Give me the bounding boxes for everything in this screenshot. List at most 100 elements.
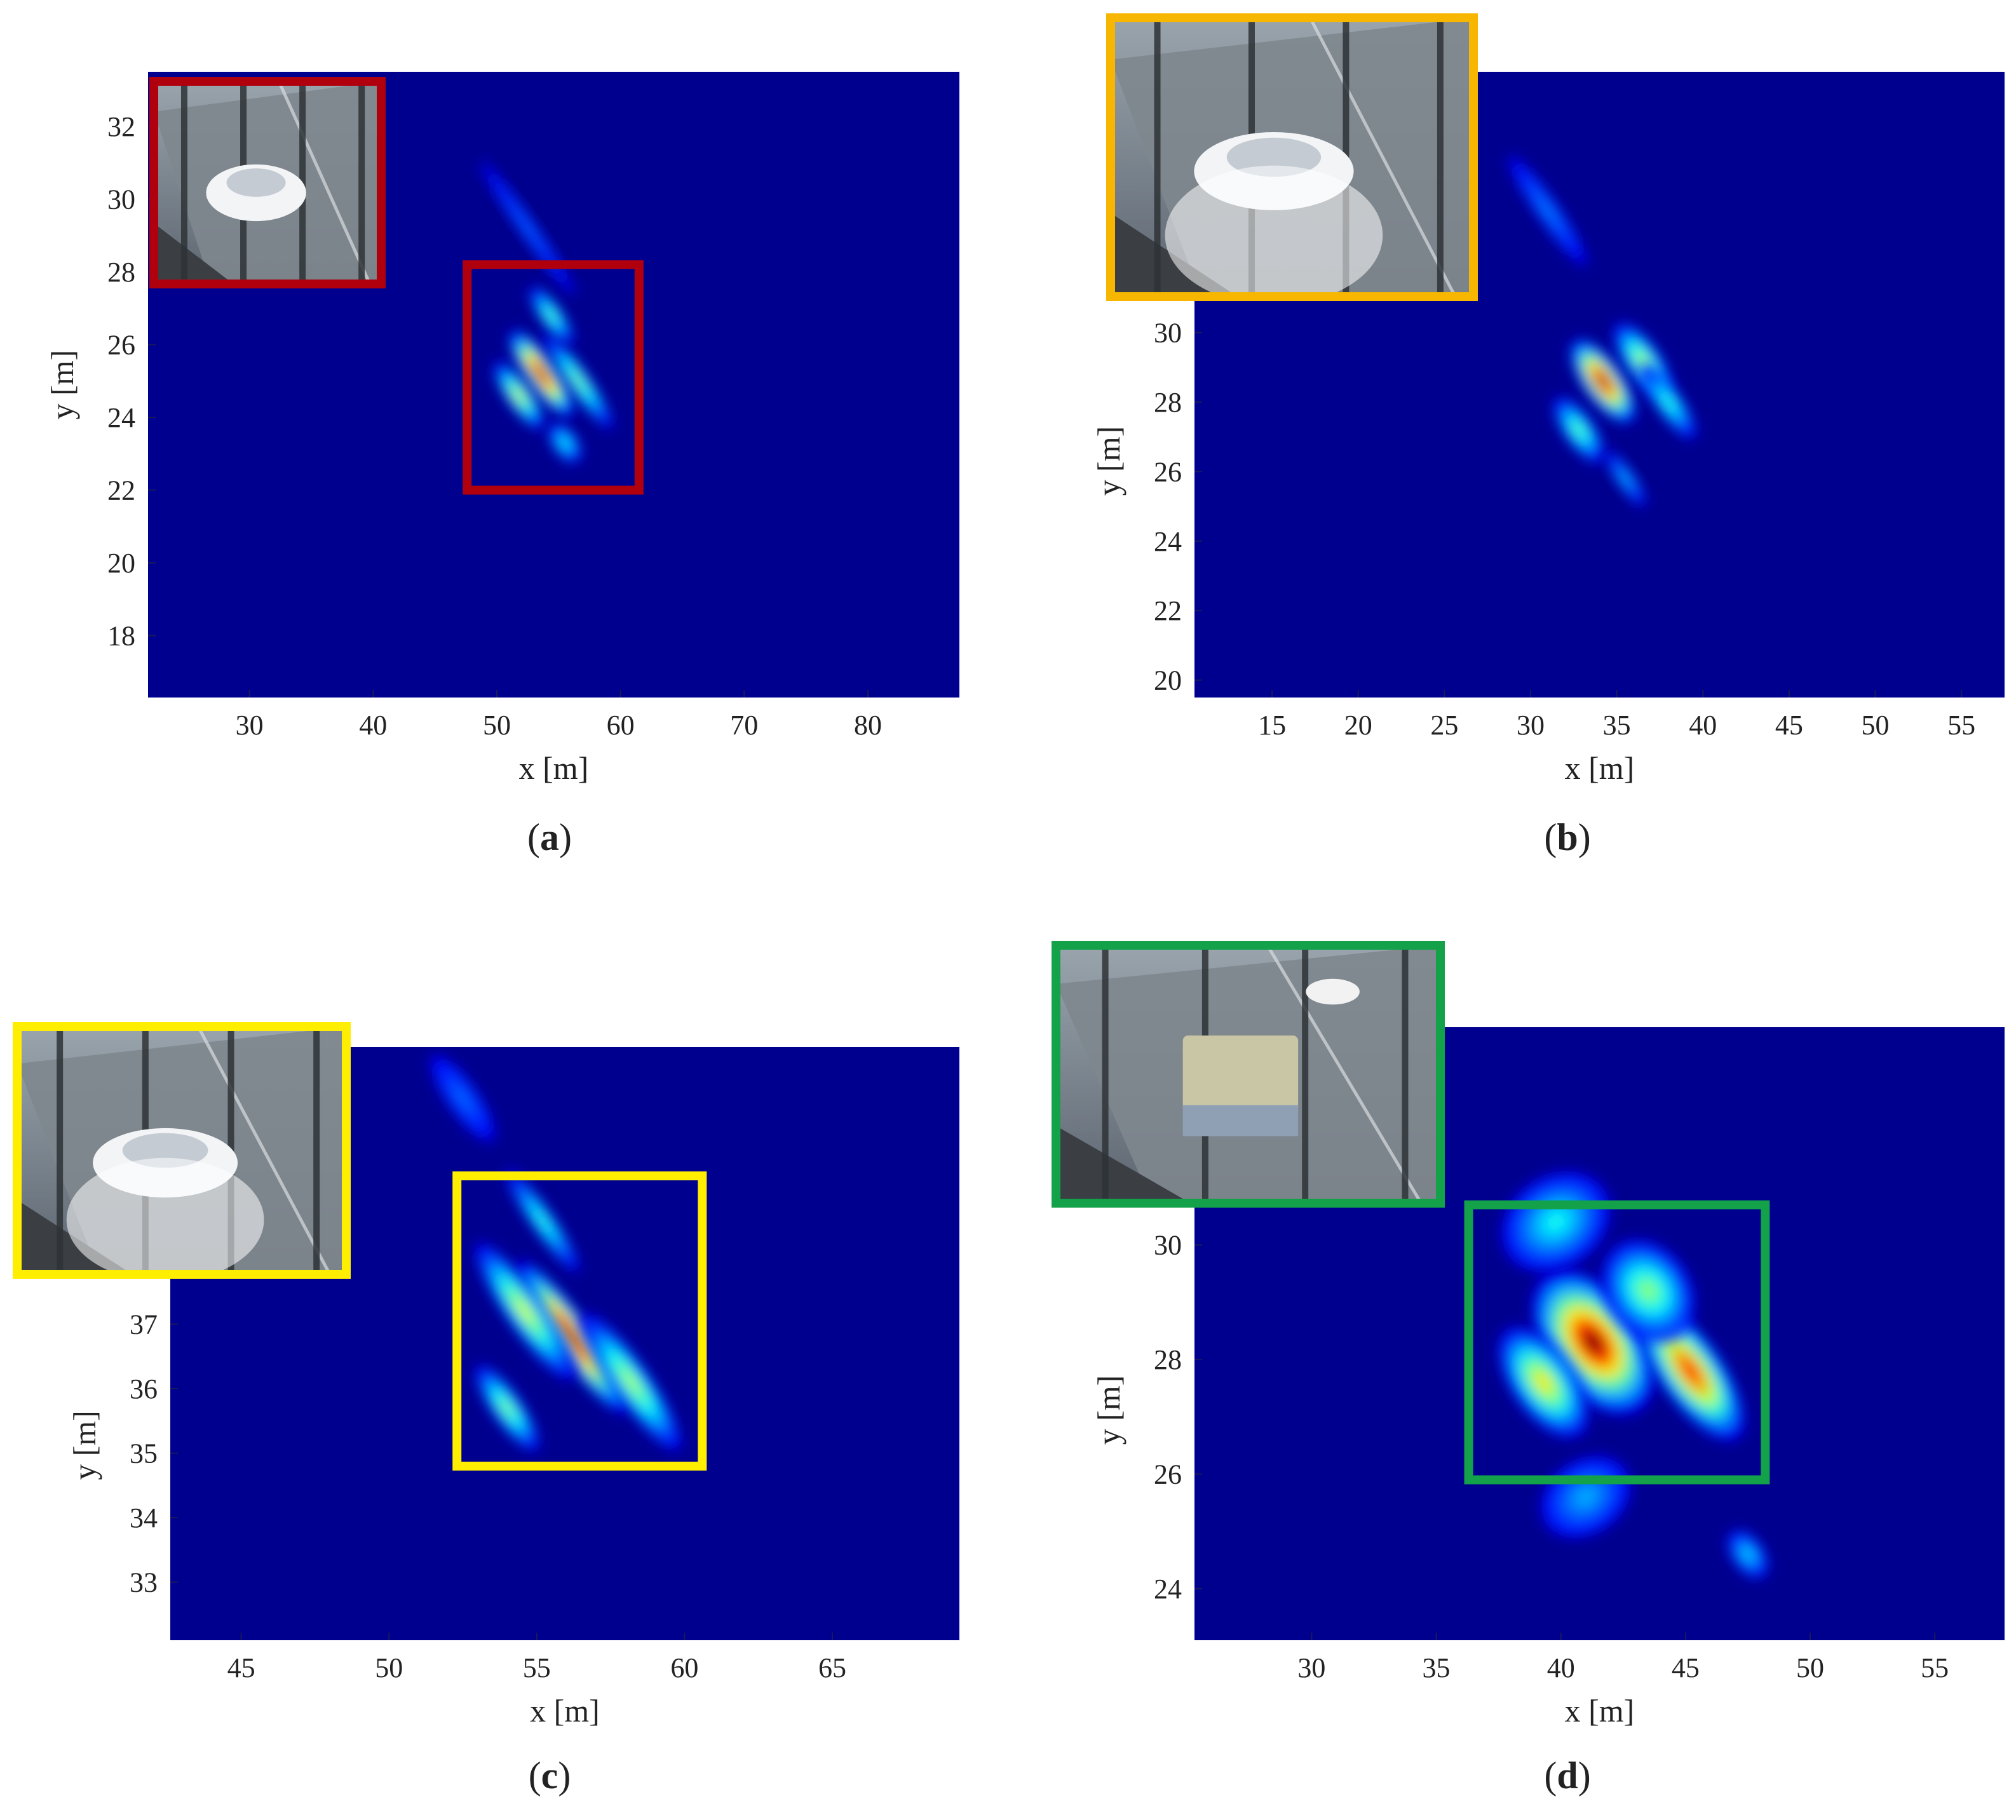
heatmap-hotspot: [430, 1055, 496, 1142]
x-axis-label: x [m]: [1565, 750, 1635, 786]
caption-letter: a: [540, 816, 559, 858]
photo-frame: [1106, 13, 1478, 301]
x-tick-label: 60: [607, 710, 635, 741]
y-tick-label: 30: [1154, 317, 1182, 348]
x-tick-label: 45: [1672, 1652, 1700, 1683]
x-tick-label: 40: [359, 710, 387, 741]
y-tick-label: 34: [130, 1502, 158, 1534]
photo-frame: [13, 1022, 351, 1279]
y-tick-label: 22: [1154, 595, 1182, 626]
heatmap-hotspot: [1601, 1239, 1695, 1342]
caption-letter: c: [541, 1755, 558, 1796]
x-tick-label: 55: [1947, 710, 1975, 741]
camera-photo-inset: [149, 77, 386, 288]
x-tick-label: 60: [670, 1652, 698, 1683]
heatmap-hotspot: [1553, 396, 1605, 463]
x-tick-label: 80: [854, 710, 882, 741]
x-axis-label: x [m]: [530, 1693, 600, 1729]
y-tick-label: 28: [107, 257, 135, 288]
heatmap-hotspot: [581, 1314, 682, 1451]
panel-caption: (c): [529, 1755, 571, 1796]
heatmap-layer: [480, 161, 613, 464]
panel-caption: (b): [1544, 816, 1590, 858]
caption-letter: b: [1557, 816, 1578, 858]
y-tick-label: 37: [130, 1309, 158, 1340]
x-tick-label: 35: [1423, 1652, 1451, 1683]
heatmap-hotspot: [508, 330, 574, 418]
camera-photo-inset: [1106, 13, 1478, 301]
heatmap-hotspot: [475, 1243, 575, 1380]
x-axis-label: x [m]: [519, 750, 589, 786]
y-tick-label: 28: [1154, 387, 1182, 418]
x-tick-label: 30: [1297, 1652, 1325, 1683]
heatmap-hotspot: [1604, 450, 1646, 507]
x-tick-label: 55: [523, 1652, 551, 1683]
x-tick-label: 45: [1775, 710, 1803, 741]
x-tick-label: 50: [483, 710, 511, 741]
heatmap-hotspot: [548, 422, 582, 464]
y-tick-label: 30: [107, 184, 135, 215]
heatmap-hotspot: [475, 1365, 539, 1452]
x-axis-label: x [m]: [1565, 1693, 1635, 1729]
caption-letter: d: [1557, 1755, 1578, 1796]
x-tick-label: 40: [1689, 710, 1717, 741]
camera-photo-inset: [1052, 941, 1445, 1208]
x-tick-label: 35: [1603, 710, 1631, 741]
x-tick-label: 30: [1517, 710, 1545, 741]
heatmap-hotspot: [1498, 1326, 1589, 1438]
x-tick-label: 15: [1258, 710, 1286, 741]
y-tick-label: 35: [130, 1438, 158, 1469]
y-tick-label: 32: [107, 111, 135, 142]
heatmap-hotspot: [529, 286, 574, 345]
x-tick-label: 65: [818, 1652, 846, 1683]
panel-b: 15 20 25 30 35 40 45 50 55 20 22 24 26 28 30 x [m] y [m]…: [1091, 13, 2005, 858]
x-tick-label: 50: [1796, 1652, 1824, 1683]
target-box: [452, 1171, 707, 1471]
y-tick-label: 18: [107, 621, 135, 652]
y-axis-label: y [m]: [1091, 426, 1126, 496]
y-tick-label: 33: [130, 1567, 158, 1598]
heatmap-layer: [1508, 156, 1696, 507]
x-tick-label: 40: [1547, 1652, 1575, 1683]
y-tick-label: 20: [1154, 665, 1182, 696]
y-tick-label: 24: [1154, 1574, 1182, 1605]
heatmap-hotspot: [1641, 365, 1696, 440]
y-axis-label: y [m]: [1091, 1375, 1126, 1445]
heatmap-layer: [1498, 1171, 1769, 1579]
panel-caption: (a): [527, 816, 572, 858]
panel-caption: (d): [1544, 1755, 1590, 1796]
panel-d: 30 35 40 45 50 55 24 26 28 30 x [m] y [m] (d): [1052, 941, 2005, 1796]
x-tick-label: 50: [375, 1652, 403, 1683]
y-tick-label: 24: [1154, 526, 1182, 557]
y-axis-label: y [m]: [44, 350, 80, 420]
x-tick-label: 45: [227, 1652, 255, 1683]
x-tick-label: 70: [730, 710, 758, 741]
target-box: [1464, 1200, 1770, 1485]
y-axis-label: y [m]: [67, 1410, 102, 1480]
heatmap-hotspot: [493, 361, 545, 430]
x-tick-label: 30: [236, 710, 264, 741]
heatmap-hotspot: [543, 333, 613, 429]
y-tick-label: 26: [1154, 1459, 1182, 1490]
y-tick-label: 20: [107, 548, 135, 579]
heatmap-hotspot: [1727, 1530, 1769, 1579]
x-tick-label: 20: [1344, 710, 1372, 741]
y-tick-label: 26: [107, 330, 135, 361]
x-tick-label: 25: [1430, 710, 1458, 741]
heatmap-hotspot: [1508, 156, 1588, 266]
camera-photo-inset: [13, 1022, 351, 1279]
y-tick-label: 24: [107, 402, 135, 433]
heatmap-layer: [430, 1055, 682, 1452]
panel-a: 30 40 50 60 70 80 18 20 22 24 26 28 30 32 x [m] y [m] (a…: [44, 72, 959, 858]
panels-root: 30 40 50 60 70 80 18 20 22 24 26 28 30 32 x [m] y [m] (a…: [13, 13, 2005, 1796]
heatmap-hotspot: [506, 1170, 579, 1272]
y-tick-label: 26: [1154, 456, 1182, 487]
photo-frame: [1052, 941, 1445, 1208]
y-tick-label: 22: [107, 475, 135, 506]
x-tick-label: 55: [1921, 1652, 1949, 1683]
x-tick-label: 50: [1862, 710, 1890, 741]
photo-frame: [149, 77, 386, 288]
y-tick-label: 30: [1154, 1230, 1182, 1261]
panel-c: 45 50 55 60 65 33 34 35 36 37 x [m] y [m] (c): [13, 1022, 959, 1796]
